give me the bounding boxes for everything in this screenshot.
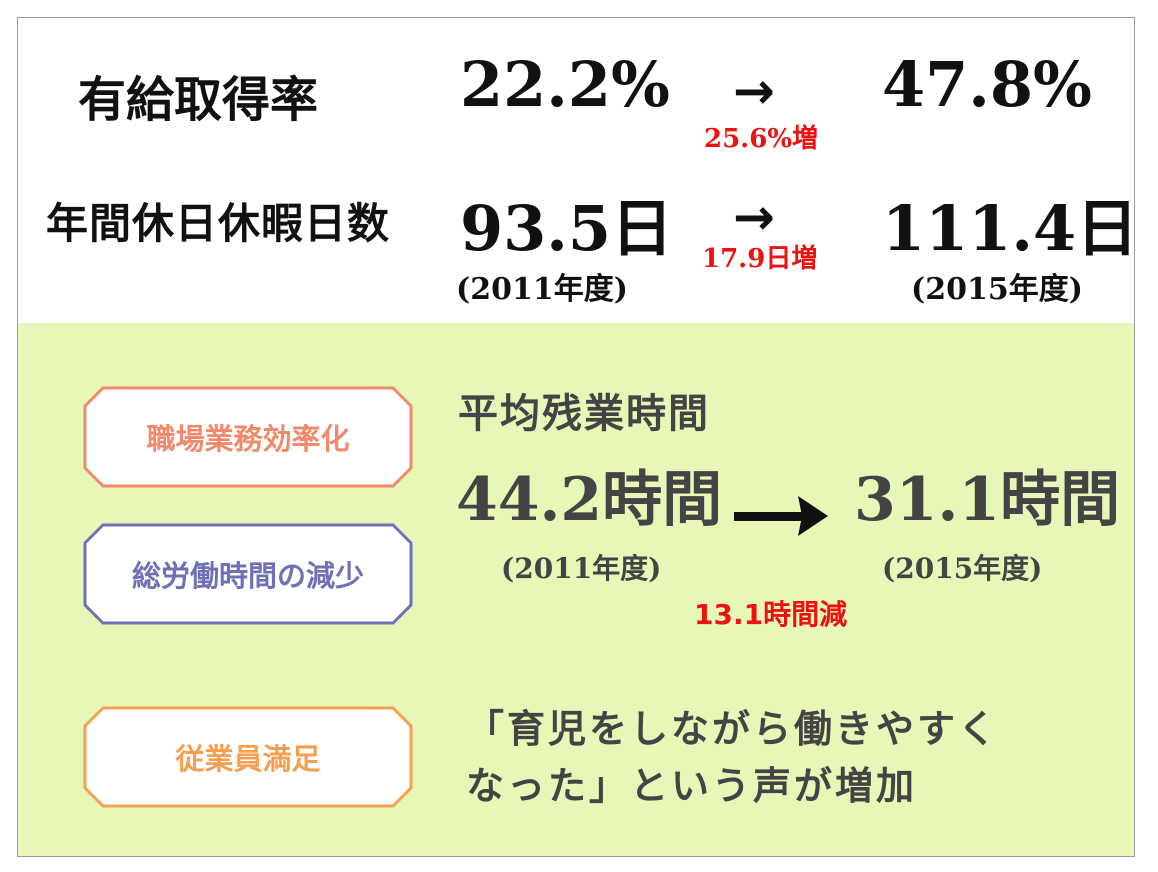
overtime-title: 平均残業時間 (458, 391, 710, 437)
annual-holidays-before: 93.5日 (460, 192, 674, 265)
overtime-before: 44.2時間 (456, 465, 723, 535)
paid-leave-rate-label: 有給取得率 (78, 72, 319, 128)
badge-label: 総労働時間の減少 (131, 559, 364, 593)
bottom-panel: 職場業務効率化 総労働時間の減少 従業員満足 平均残業時間 44.2時間 31.… (18, 323, 1134, 856)
paid-leave-rate-before: 22.2% (460, 48, 670, 121)
arrow-right-icon: → (733, 62, 775, 120)
quote-line-1: 「育児をしながら働きやすく (466, 706, 1000, 751)
annual-holidays-label: 年間休日休暇日数 (46, 199, 391, 248)
badge-label: 従業員満足 (175, 742, 321, 776)
slide-frame: 有給取得率 22.2% → 25.6%増 47.8% 年間休日休暇日数 93.5… (17, 17, 1135, 857)
arrow-right-icon: → (733, 188, 775, 246)
badge-work-efficiency: 職場業務効率化 (83, 386, 413, 488)
octagon-badge-shape (83, 523, 413, 625)
octagon-badge-shape (83, 386, 413, 488)
year-to-label: (2015年度) (911, 272, 1083, 307)
annual-holidays-after: 111.4日 (882, 192, 1135, 265)
arrow-right-icon (734, 491, 830, 541)
overtime-decrease: 13.1時間減 (694, 598, 848, 631)
octagon-badge-shape (83, 706, 413, 808)
quote-line-2: なった」という声が増加 (466, 763, 918, 808)
overtime-year-to: (2015年度) (882, 552, 1043, 585)
annual-holidays-increase: 17.9日増 (702, 244, 818, 274)
overtime-after: 31.1時間 (854, 465, 1121, 535)
paid-leave-rate-after: 47.8% (882, 48, 1092, 121)
overtime-year-from: (2011年度) (501, 552, 662, 585)
badge-total-hours-reduction: 総労働時間の減少 (83, 523, 413, 625)
paid-leave-rate-increase: 25.6%増 (704, 124, 819, 154)
badge-employee-satisfaction: 従業員満足 (83, 706, 413, 808)
top-panel: 有給取得率 22.2% → 25.6%増 47.8% 年間休日休暇日数 93.5… (18, 18, 1134, 323)
year-from-label: (2011年度) (456, 272, 628, 307)
badge-label: 職場業務効率化 (146, 422, 350, 456)
